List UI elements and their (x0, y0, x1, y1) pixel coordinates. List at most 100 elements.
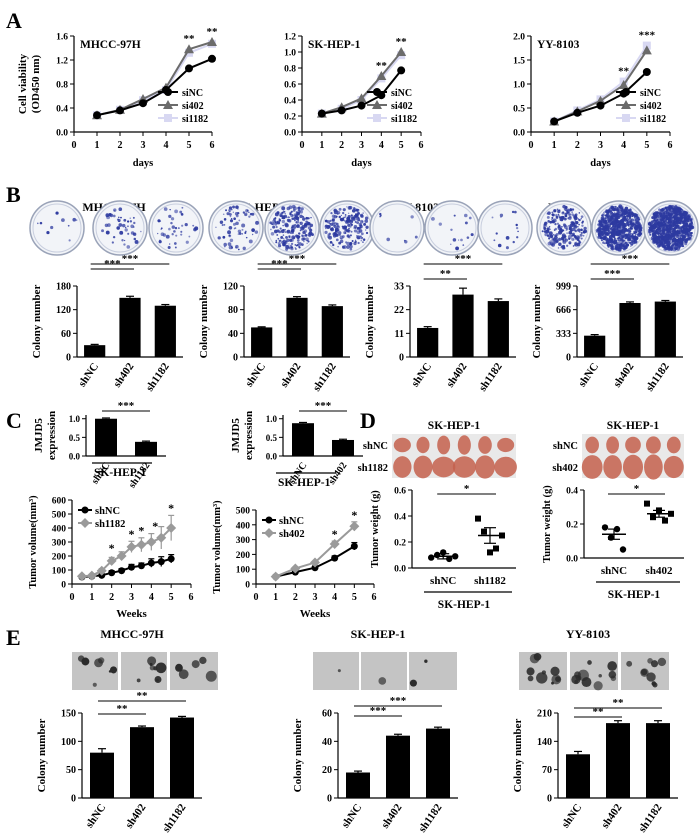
colony-dot (565, 206, 568, 209)
colony-dot (574, 229, 578, 233)
y-tick-label: 500 (52, 511, 67, 521)
series-line-shnc (81, 557, 172, 578)
colony-dot (338, 207, 342, 211)
colony-dot (438, 222, 442, 226)
y-tick-label: 400 (52, 525, 67, 535)
colony-dot (658, 241, 661, 244)
colony-dot (605, 215, 607, 217)
soft-agar-image (570, 652, 618, 690)
colony-dot (284, 222, 289, 227)
x-tick-label: 1 (319, 140, 324, 151)
tumor (432, 456, 456, 478)
chart-title: YY-8103 (537, 39, 580, 51)
colony-dot (357, 241, 360, 245)
colony-dot (654, 222, 657, 225)
colony-dot (275, 239, 278, 242)
significance-label: * (168, 501, 174, 515)
colony-dot (683, 215, 687, 219)
x-tick-label: shNC (601, 565, 627, 577)
colony-dot (673, 217, 675, 220)
colony-dot (217, 236, 221, 240)
colony-spot (527, 675, 534, 682)
colony-dot (576, 238, 579, 241)
data-point-shkd (86, 570, 97, 581)
colony-dot (340, 238, 342, 240)
colony-dot (284, 213, 286, 215)
colony-dot (656, 223, 659, 226)
colony-spot (199, 656, 207, 665)
x-tick-label: 4 (149, 592, 154, 603)
colony-dot (648, 221, 652, 225)
colony-dot (551, 211, 554, 214)
colony-dot (347, 215, 351, 219)
significance-label: * (464, 483, 470, 495)
data-point-sinc (337, 106, 346, 115)
colony-dot (229, 215, 232, 218)
colony-dot (562, 240, 565, 242)
colony-dot (562, 204, 566, 209)
colony-dot (464, 221, 468, 225)
colony-dot (623, 222, 625, 225)
tumor (666, 436, 681, 454)
colony-dot (664, 219, 667, 221)
colony-dot (112, 235, 116, 239)
colony-dot (615, 208, 619, 212)
data-point (619, 546, 627, 553)
x-tick-label: shNC (76, 361, 101, 389)
colony-dot (664, 229, 668, 232)
colony-dot (238, 219, 241, 222)
colony-dot (619, 207, 621, 210)
colony-dot (580, 218, 582, 220)
colony-dot (173, 230, 176, 233)
colony-dot (68, 239, 71, 242)
colony-dot (129, 220, 133, 223)
colony-dot (354, 221, 357, 223)
colony-dot (619, 219, 623, 223)
colony-dot (237, 208, 239, 210)
colony-dot (363, 222, 367, 226)
colony-dot (286, 206, 291, 211)
colony-dot (333, 214, 337, 219)
colony-dot (657, 219, 660, 222)
data-point-shkd (290, 563, 301, 574)
y-tick-label: 0 (245, 581, 250, 591)
colony-dot (657, 221, 660, 224)
colony-dot (612, 213, 617, 218)
colony-spot (647, 658, 653, 664)
data-point-sinc (116, 106, 124, 115)
colony-dot (564, 212, 568, 216)
colony-dot (302, 237, 306, 241)
colony-dot (555, 233, 559, 236)
colony-dot (563, 216, 565, 219)
colony-dot (277, 237, 280, 240)
bar-chart-b3: 0 11 22 33 shNC sh402 sh1182 ***** Colony number… (364, 200, 516, 394)
colony-dot (627, 209, 630, 212)
colony-dot (165, 234, 170, 239)
legend-marker-si402 (163, 100, 173, 109)
colony-dot (661, 243, 666, 247)
colony-dot (337, 231, 342, 235)
colony-dot (627, 227, 631, 231)
significance-label: * (109, 541, 115, 555)
colony-dot (333, 224, 337, 229)
legend-marker-si1182 (622, 114, 630, 122)
data-point-shkd (76, 571, 87, 582)
y-tick-label: 1.0 (69, 414, 81, 424)
x-tick-label: 1 (95, 140, 100, 151)
colony-dot (515, 223, 518, 227)
colony-dot (630, 240, 634, 243)
colony-dot (123, 239, 126, 242)
colony-spot (550, 666, 560, 676)
colony-dot (663, 247, 667, 251)
data-point-shkd (310, 557, 320, 568)
colony-dot (334, 227, 339, 232)
bar-sh1182 (154, 305, 176, 357)
x-axis-label: days (590, 158, 610, 169)
colony-dot (46, 231, 50, 235)
y-tick-label: 200 (52, 553, 67, 563)
colony-spot (136, 678, 141, 683)
data-point-sinc (550, 117, 559, 126)
y-tick-label: 100 (236, 566, 251, 576)
colony-dot (282, 242, 286, 247)
colony-dot (355, 208, 359, 212)
